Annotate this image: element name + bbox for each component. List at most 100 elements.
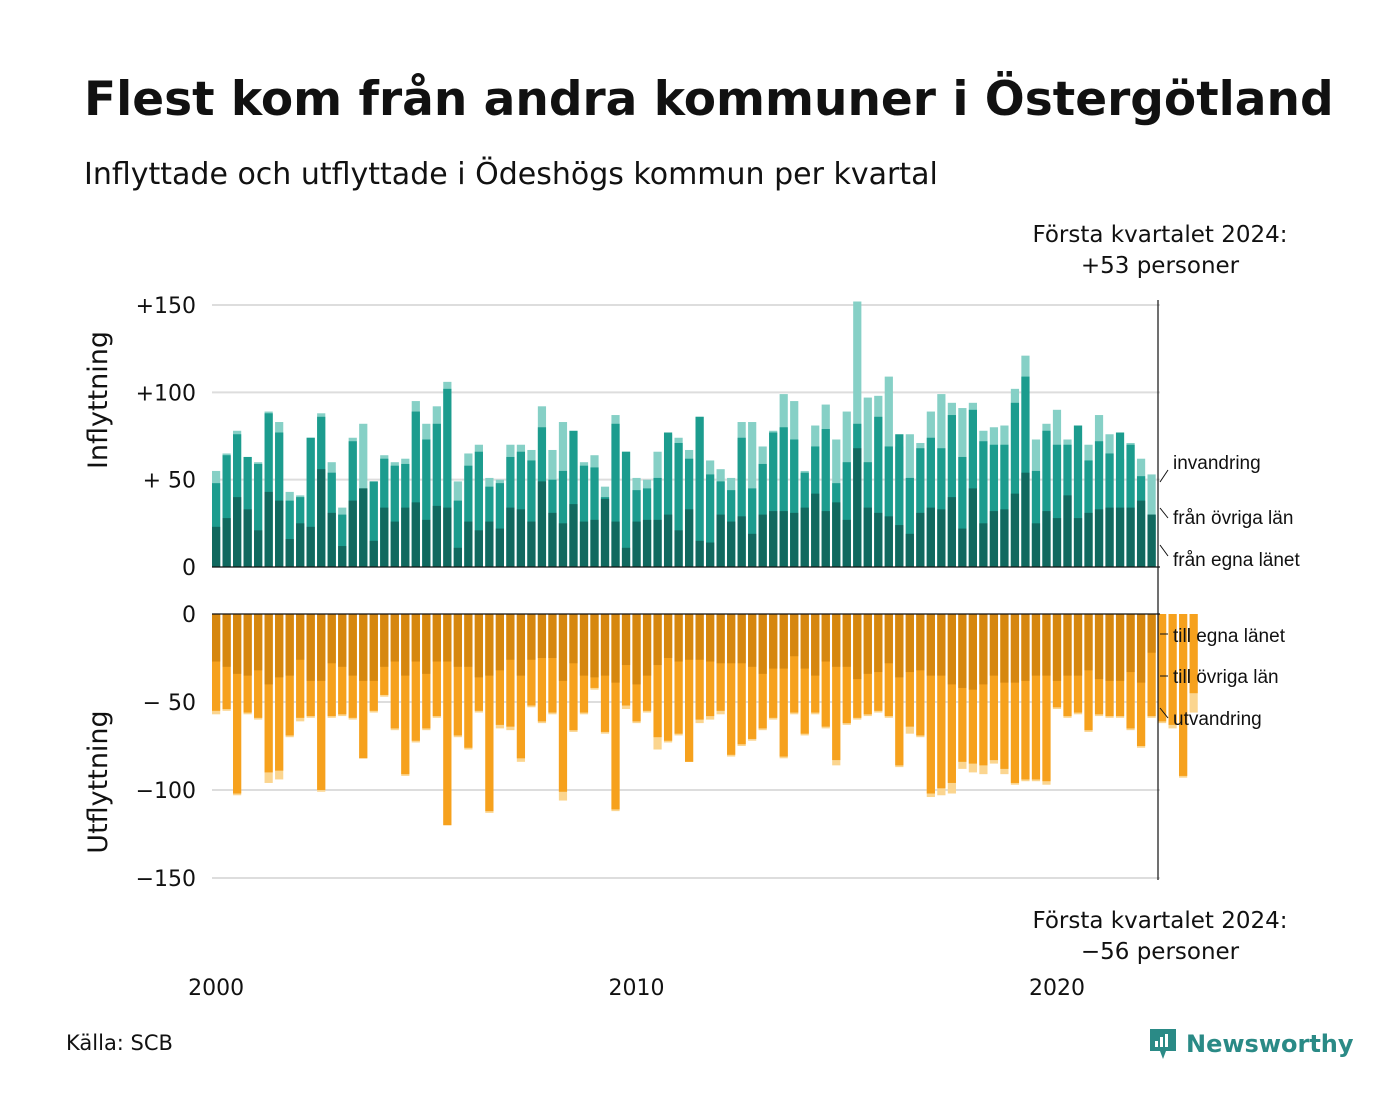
bar-in-ovriga-lan bbox=[621, 451, 631, 567]
bar-in-egna-lanet bbox=[317, 469, 326, 567]
xtick-label: 2000 bbox=[188, 976, 244, 1000]
bar-in-egna-lanet bbox=[558, 523, 568, 567]
ytick-label-in: +100 bbox=[136, 381, 196, 406]
bar-out-egna-lanet bbox=[1063, 614, 1072, 676]
bar-out-egna-lanet bbox=[790, 614, 799, 657]
ytick-label-out: 0 bbox=[182, 603, 196, 628]
bar-out-egna-lanet bbox=[663, 614, 673, 658]
bar-out-ovriga-lan bbox=[947, 614, 956, 783]
bar-out-egna-lanet bbox=[1042, 614, 1051, 676]
bar-out-egna-lanet bbox=[1084, 614, 1093, 671]
bar-out-egna-lanet bbox=[979, 614, 988, 685]
bar-out-egna-lanet bbox=[905, 614, 914, 673]
bar-out-ovriga-lan bbox=[537, 614, 547, 722]
bar-in-egna-lanet bbox=[432, 505, 441, 567]
bar-out-ovriga-lan bbox=[506, 614, 515, 727]
bar-out-egna-lanet bbox=[895, 614, 904, 678]
bar-in-egna-lanet bbox=[758, 514, 767, 567]
bar-in-ovriga-lan bbox=[895, 434, 904, 567]
bar-in-egna-lanet bbox=[411, 502, 420, 567]
bar-out-ovriga-lan bbox=[327, 614, 336, 717]
bar-in-egna-lanet bbox=[474, 530, 483, 567]
bar-out-egna-lanet bbox=[989, 614, 999, 676]
bar-in-egna-lanet bbox=[884, 516, 893, 567]
bar-in-ovriga-lan bbox=[1115, 432, 1125, 567]
bar-in-ovriga-lan bbox=[285, 500, 294, 567]
bar-out-egna-lanet bbox=[832, 614, 841, 667]
bar-in-ovriga-lan bbox=[1042, 430, 1051, 567]
bar-in-egna-lanet bbox=[495, 528, 504, 567]
bar-in-egna-lanet bbox=[621, 547, 631, 567]
bar-in-egna-lanet bbox=[569, 504, 578, 567]
bar-out-ovriga-lan bbox=[1021, 614, 1030, 780]
bar-out-ovriga-lan bbox=[979, 614, 988, 766]
bar-out-ovriga-lan bbox=[1179, 614, 1188, 776]
bar-in-ovriga-lan bbox=[695, 416, 704, 567]
bar-out-egna-lanet bbox=[800, 614, 809, 669]
bar-out-egna-lanet bbox=[779, 614, 788, 669]
bar-in-egna-lanet bbox=[874, 512, 883, 567]
bar-out-egna-lanet bbox=[611, 614, 620, 683]
bar-out-egna-lanet bbox=[296, 614, 305, 660]
bar-in-egna-lanet bbox=[611, 521, 620, 567]
bar-out-egna-lanet bbox=[1052, 614, 1062, 681]
bar-in-egna-lanet bbox=[1084, 512, 1093, 567]
bar-in-ovriga-lan bbox=[905, 477, 914, 567]
bar-in-egna-lanet bbox=[212, 526, 221, 567]
bar-out-egna-lanet bbox=[264, 614, 273, 685]
xtick-label: 2010 bbox=[609, 976, 665, 1000]
bar-in-egna-lanet bbox=[348, 500, 357, 567]
bar-out-egna-lanet bbox=[1000, 614, 1009, 683]
bar-in-egna-lanet bbox=[748, 533, 757, 567]
bar-out-ovriga-lan bbox=[558, 614, 568, 792]
bar-in-egna-lanet bbox=[937, 509, 946, 567]
bar-out-ovriga-lan bbox=[359, 614, 368, 759]
bar-in-egna-lanet bbox=[275, 500, 284, 567]
bar-out-ovriga-lan bbox=[653, 614, 662, 738]
bar-out-ovriga-lan bbox=[832, 614, 841, 761]
bar-out-egna-lanet bbox=[758, 614, 767, 674]
bar-in-egna-lanet bbox=[926, 507, 935, 567]
bar-in-ovriga-lan bbox=[422, 439, 431, 567]
bar-out-ovriga-lan bbox=[275, 614, 284, 771]
bar-out-ovriga-lan bbox=[411, 614, 420, 741]
bar-out-egna-lanet bbox=[506, 614, 515, 660]
bar-in-egna-lanet bbox=[653, 519, 662, 567]
annotation-bottom-line2: −56 personer bbox=[1081, 939, 1240, 965]
bar-in-egna-lanet bbox=[296, 523, 305, 567]
bar-in-egna-lanet bbox=[779, 511, 788, 567]
bar-out-egna-lanet bbox=[863, 614, 872, 674]
bar-out-egna-lanet bbox=[212, 614, 221, 662]
bar-in-ovriga-lan bbox=[338, 514, 347, 567]
bar-in-ovriga-lan bbox=[558, 470, 568, 567]
bar-in-egna-lanet bbox=[1063, 495, 1072, 567]
bar-out-ovriga-lan bbox=[516, 614, 526, 759]
bar-out-egna-lanet bbox=[516, 614, 526, 676]
bar-in-egna-lanet bbox=[1052, 518, 1062, 567]
bar-out-ovriga-lan bbox=[1168, 614, 1177, 725]
ylabel-inflyttning: Inflyttning bbox=[83, 331, 114, 469]
bar-in-ovriga-lan bbox=[222, 455, 231, 567]
source-note: Källa: SCB bbox=[66, 1031, 173, 1055]
inflow-bars bbox=[212, 301, 1156, 567]
bar-out-ovriga-lan bbox=[485, 614, 494, 812]
bar-out-ovriga-lan bbox=[1031, 614, 1041, 780]
bar-out-egna-lanet bbox=[727, 614, 736, 664]
bar-in-egna-lanet bbox=[306, 526, 315, 567]
legend-fran-egna-lanet: från egna länet bbox=[1173, 550, 1300, 571]
bar-out-ovriga-lan bbox=[1010, 614, 1020, 783]
bar-in-ovriga-lan bbox=[453, 500, 462, 567]
legend-utvandring: utvandring bbox=[1173, 709, 1262, 730]
bar-out-egna-lanet bbox=[1136, 614, 1146, 683]
bar-in-ovriga-lan bbox=[264, 413, 273, 567]
bar-out-ovriga-lan bbox=[296, 614, 305, 718]
bar-in-egna-lanet bbox=[632, 521, 641, 567]
bar-out-egna-lanet bbox=[926, 614, 935, 676]
bar-out-ovriga-lan bbox=[1084, 614, 1093, 731]
bar-in-egna-lanet bbox=[1000, 509, 1009, 567]
bar-out-ovriga-lan bbox=[233, 614, 242, 794]
bar-in-egna-lanet bbox=[842, 519, 851, 567]
bar-out-ovriga-lan bbox=[212, 614, 221, 711]
bar-out-egna-lanet bbox=[422, 614, 431, 674]
bar-in-egna-lanet bbox=[401, 507, 410, 567]
